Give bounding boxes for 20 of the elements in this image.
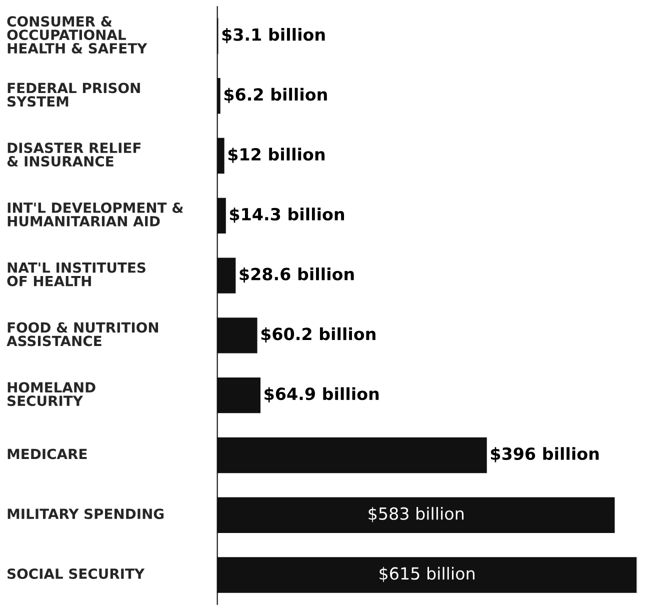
data-label: $12 billion [228, 148, 325, 163]
data-label: $60.2 billion [261, 327, 376, 342]
y-tick-label: NAT'L INSTITUTES OF HEALTH [7, 262, 146, 286]
y-tick-label: DISASTER RELIEF & INSURANCE [7, 142, 141, 167]
y-tick-label: MILITARY SPENDING [8, 508, 164, 520]
y-tick-label: HOMELAND SECURITY [8, 382, 96, 406]
y-tick-label: INT'L DEVELOPMENT & HUMANITARIAN AID [8, 202, 184, 226]
y-tick-label: MEDICARE [8, 448, 87, 460]
data-label: $583 billion [368, 507, 464, 522]
y-tick-label: CONSUMER & OCCUPATIONAL HEALTH & SAFETY [7, 16, 148, 54]
data-label: $28.6 billion [240, 267, 354, 283]
y-tick-label: SOCIAL SECURITY [8, 568, 145, 579]
data-label: $3.1 billion [222, 28, 325, 44]
data-label: $14.3 billion [230, 208, 344, 223]
y-tick-label: FOOD & NUTRITION ASSISTANCE [6, 322, 158, 346]
y-tick-label: FEDERAL PRISON SYSTEM [8, 82, 140, 107]
data-label: $6.2 billion [224, 88, 327, 103]
data-label: $396 billion [490, 447, 599, 462]
data-label: $615 billion [380, 566, 474, 582]
data-label: $64.9 billion [264, 387, 379, 402]
